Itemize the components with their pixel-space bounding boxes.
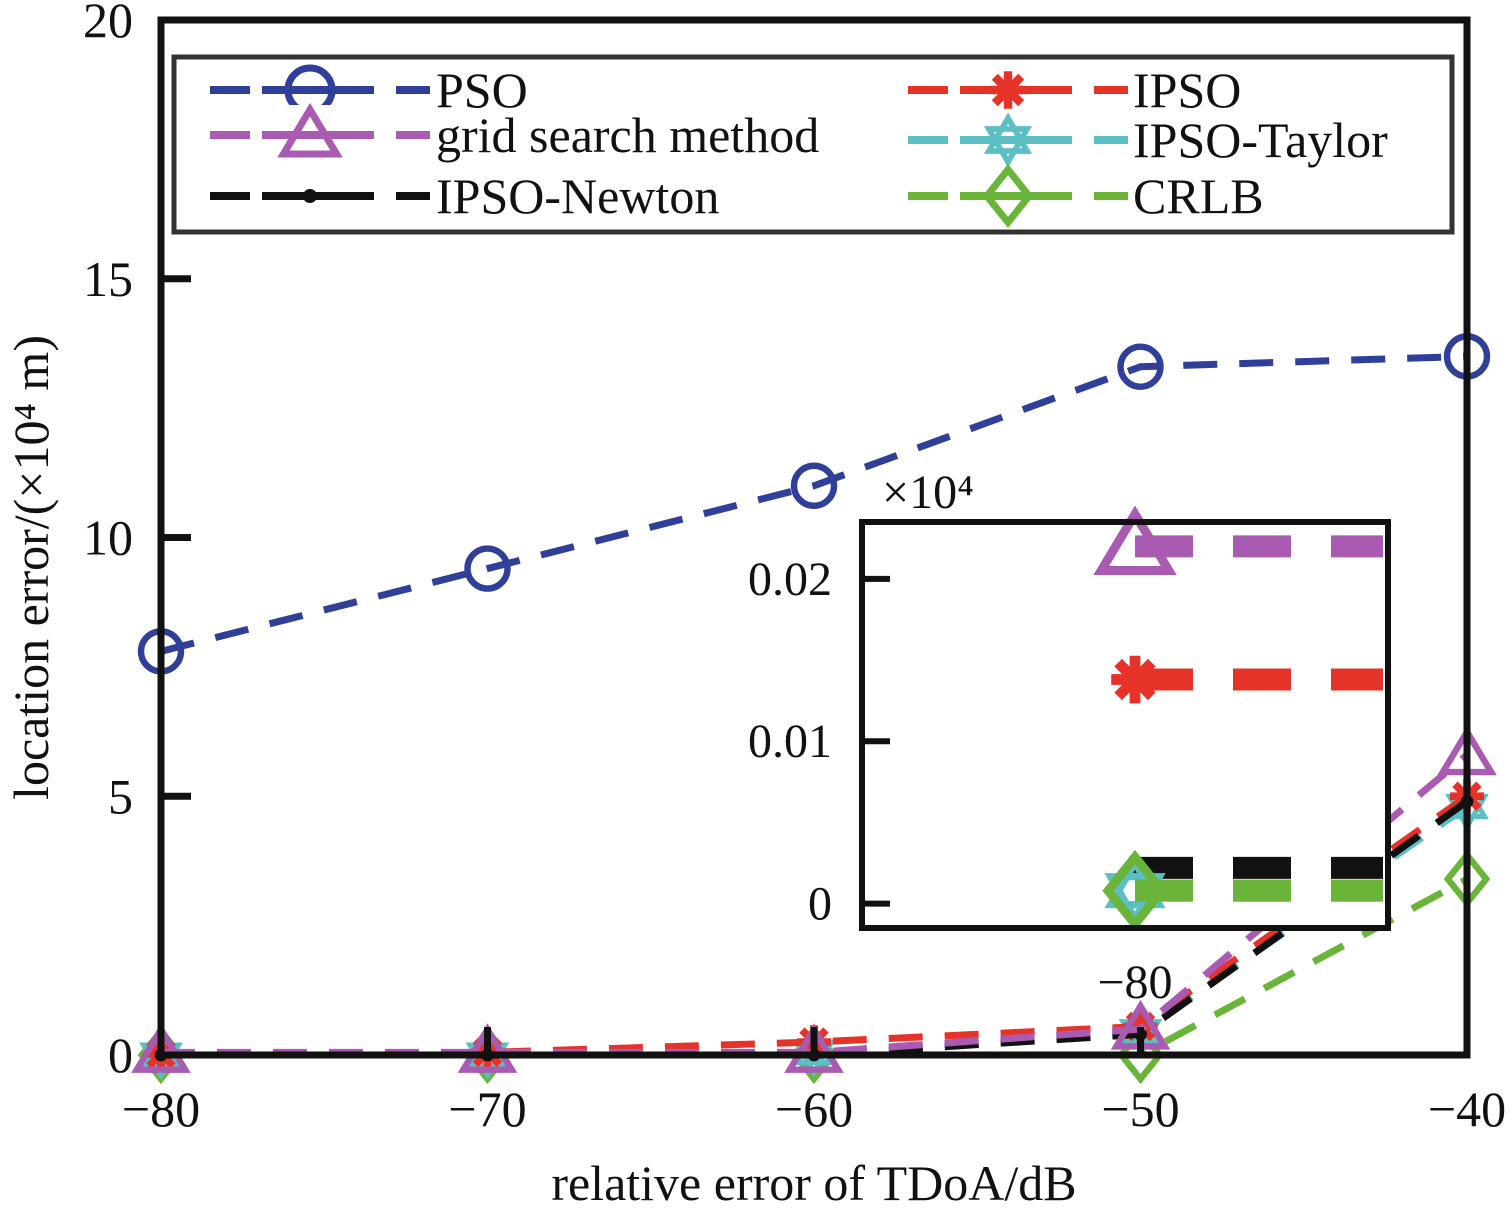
legend-label-crlb: CRLB xyxy=(1133,168,1264,224)
data-point-grid-search-method-1 xyxy=(457,1023,518,1073)
legend-item-grid-search-method: grid search method xyxy=(210,102,819,165)
y-tick-label: 10 xyxy=(83,510,133,566)
data-point-pso-3 xyxy=(1117,343,1164,390)
inset-series-crlb xyxy=(1102,849,1383,932)
y-tick-label: 15 xyxy=(83,251,133,307)
x-tick-label: −70 xyxy=(448,1081,526,1137)
inset-x-tick-label: −80 xyxy=(1097,956,1172,1009)
data-point-pso-1 xyxy=(464,545,511,592)
series-line-pso xyxy=(160,352,1468,655)
y-tick-label: 5 xyxy=(108,768,133,824)
data-point-grid-search-method-2 xyxy=(784,1023,844,1073)
inset-series-ipso xyxy=(1111,655,1383,704)
inset-y-tick-label: 0.02 xyxy=(748,553,832,606)
inset-plot: 0 0.01 0.02 ×10⁴ −80 xyxy=(748,466,1391,1009)
inset-y-tick-label: 0.01 xyxy=(748,715,832,768)
legend-marker-grid-search-method xyxy=(277,102,343,158)
x-axis-title: relative error of TDoA/dB xyxy=(551,1155,1076,1211)
inset-background xyxy=(862,522,1388,928)
x-tick-label: −50 xyxy=(1101,1081,1179,1137)
data-point-grid-search-method-0 xyxy=(131,1023,191,1073)
legend-box xyxy=(171,54,1455,235)
inset-series-grid-search-method xyxy=(1093,505,1383,575)
legend-item-ipso-taylor: IPSO-Taylor xyxy=(908,110,1388,170)
x-tick-label: −80 xyxy=(122,1081,200,1137)
y-tick-label: 0 xyxy=(108,1027,133,1083)
legend-marker-crlb xyxy=(982,163,1034,229)
legend-label-ipso: IPSO xyxy=(1133,62,1241,118)
x-tick-label: −40 xyxy=(1428,1081,1506,1137)
series-line-grid-search-method xyxy=(161,752,1470,1056)
axes: 0 5 10 15 20 −80 −70 −60 −50 −40 relative error of… xyxy=(3,0,1506,1211)
legend-label-ipso-newton: IPSO-Newton xyxy=(436,168,719,224)
legend-marker-ipso-taylor xyxy=(983,112,1033,168)
main-plot xyxy=(131,333,1497,1085)
legend-label-ipso-taylor: IPSO-Taylor xyxy=(1133,112,1388,168)
x-tick-label: −60 xyxy=(775,1081,853,1137)
inset-point-grid-search-method xyxy=(1093,505,1177,575)
inset-y-multiplier: ×10⁴ xyxy=(882,466,974,519)
inset-point-crlb xyxy=(1102,849,1168,932)
legend-item-crlb: CRLB xyxy=(908,163,1264,229)
y-tick-label: 20 xyxy=(83,0,133,48)
series-grid-search-method xyxy=(131,725,1497,1073)
data-point-pso-2 xyxy=(790,462,838,509)
legend-marker-ipso xyxy=(989,71,1027,109)
inset-frame xyxy=(859,519,1391,931)
inset-point-ipso xyxy=(1111,655,1159,704)
legend-label-pso: PSO xyxy=(436,62,528,118)
legend-marker-ipso-newton xyxy=(302,188,318,204)
legend-item-ipso-newton: IPSO-Newton xyxy=(210,166,719,226)
legend-label-grid-search-method: grid search method xyxy=(436,107,819,163)
y-axis-title: location error/(×10⁴ m) xyxy=(3,335,59,800)
inset-y-tick-label: 0 xyxy=(808,878,832,931)
